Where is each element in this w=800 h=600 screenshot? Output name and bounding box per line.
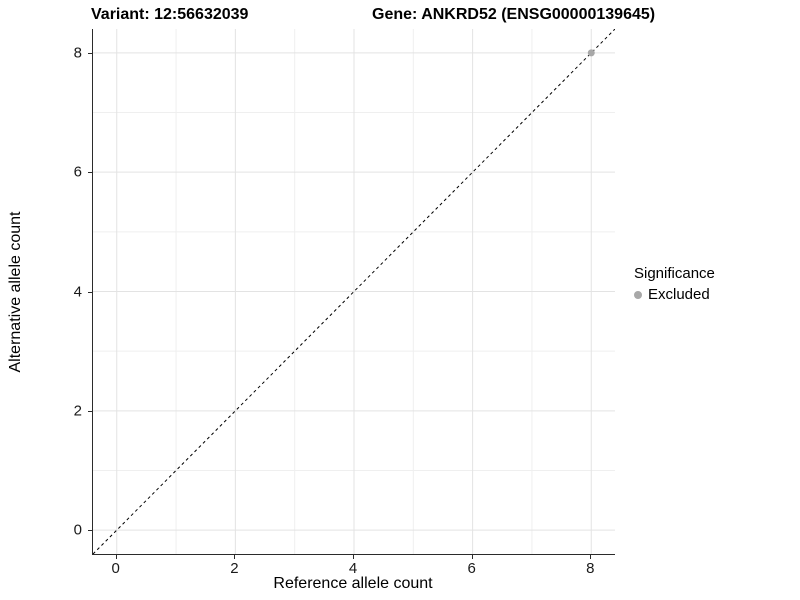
x-tick-mark bbox=[234, 555, 236, 559]
y-tick-label: 8 bbox=[73, 44, 82, 62]
x-tick-mark bbox=[115, 555, 117, 559]
data-point bbox=[587, 49, 595, 57]
x-axis-title: Reference allele count bbox=[273, 575, 433, 592]
legend-entry-label: Excluded bbox=[648, 286, 710, 303]
y-axis: 0 2 4 6 8 bbox=[0, 29, 92, 555]
y-tick-mark bbox=[88, 291, 92, 293]
y-tick-mark bbox=[88, 530, 92, 532]
y-tick-mark bbox=[88, 172, 92, 174]
x-tick-label: 8 bbox=[586, 560, 595, 577]
plot-panel bbox=[92, 29, 615, 555]
legend-title: Significance bbox=[634, 265, 715, 282]
y-tick-mark bbox=[88, 410, 92, 412]
y-tick-label: 2 bbox=[73, 402, 82, 420]
legend-entries: Excluded bbox=[634, 286, 715, 303]
x-tick-label: 0 bbox=[111, 560, 120, 577]
x-tick-label: 6 bbox=[467, 560, 476, 577]
plot-title-variant: Variant: 12:56632039 bbox=[91, 6, 249, 23]
y-axis-title: Alternative allele count bbox=[7, 211, 24, 373]
x-tick-label: 4 bbox=[348, 560, 358, 577]
y-tick-label: 6 bbox=[73, 163, 82, 181]
y-tick-label: 0 bbox=[73, 521, 82, 539]
x-tick-mark bbox=[590, 555, 592, 559]
x-axis: 0 2 4 6 8 bbox=[92, 555, 615, 581]
legend-entry: Excluded bbox=[634, 286, 715, 303]
plot-title-gene: Gene: ANKRD52 (ENSG00000139645) bbox=[372, 6, 656, 23]
x-tick-mark bbox=[353, 555, 354, 559]
plot-canvas bbox=[93, 29, 615, 554]
y-tick-label: 4 bbox=[73, 283, 82, 300]
legend-point-icon bbox=[634, 290, 642, 299]
x-tick-mark bbox=[471, 555, 473, 559]
x-tick-label: 2 bbox=[230, 560, 239, 577]
y-tick-mark bbox=[88, 52, 92, 54]
legend: Significance Excluded bbox=[634, 265, 715, 303]
